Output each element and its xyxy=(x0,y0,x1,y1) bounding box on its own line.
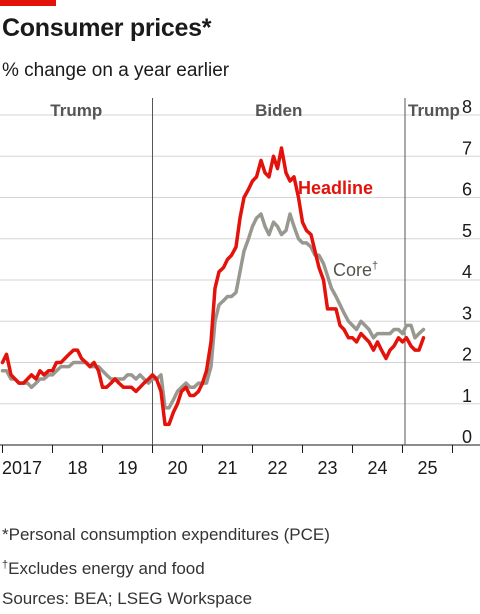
y-tick-label: 7 xyxy=(462,138,472,158)
series-line-headline xyxy=(0,146,426,427)
y-tick-labels: 0 1 2 3 4 5 6 7 8 xyxy=(462,97,472,447)
x-tick-label: 21 xyxy=(217,458,237,478)
y-tick-label: 3 xyxy=(462,303,472,323)
footnote-dagger: † xyxy=(2,559,9,571)
chart-subtitle: % change on a year earlier xyxy=(2,60,230,81)
y-tick-label: 0 xyxy=(462,427,472,447)
series-labels: Headline Core† xyxy=(298,178,378,280)
footnotes: *Personal consumption expenditures (PCE)… xyxy=(2,520,330,614)
era-dividers: Trump Biden Trump xyxy=(50,98,460,445)
x-tick-label: 2017 xyxy=(2,458,42,478)
era-label-trump: Trump xyxy=(408,101,460,120)
x-tick-label: 23 xyxy=(317,458,337,478)
y-tick-label: 2 xyxy=(462,345,472,365)
y-tick-label: 5 xyxy=(462,221,472,241)
series-line-core xyxy=(0,212,426,410)
series-lines xyxy=(0,146,426,427)
chart-title: Consumer prices* xyxy=(2,14,212,42)
y-tick-label: 8 xyxy=(462,97,472,117)
series-label-headline: Headline xyxy=(298,178,373,198)
x-tick-label: 19 xyxy=(117,458,137,478)
x-tick-label: 20 xyxy=(167,458,187,478)
footnote-core: †Excludes energy and food xyxy=(2,550,330,584)
core-dagger: † xyxy=(372,260,378,272)
footnote-pce: *Personal consumption expenditures (PCE) xyxy=(2,525,330,544)
y-tick-label: 1 xyxy=(462,386,472,406)
y-tick-label: 4 xyxy=(462,262,472,282)
brand-red-tag xyxy=(0,0,56,6)
y-tick-label: 6 xyxy=(462,180,472,200)
footnote-sources: Sources: BEA; LSEG Workspace xyxy=(2,589,253,608)
era-label-biden: Biden xyxy=(255,101,302,120)
series-label-core: Core† xyxy=(333,260,378,280)
x-axis: 2017 18 19 20 21 22 23 24 25 xyxy=(2,445,453,478)
x-tick-label: 24 xyxy=(367,458,387,478)
era-label-trump: Trump xyxy=(50,101,102,120)
x-tick-label: 22 xyxy=(267,458,287,478)
x-tick-label: 18 xyxy=(67,458,87,478)
x-tick-label: 25 xyxy=(417,458,437,478)
footnote-core-text: Excludes energy and food xyxy=(8,559,205,578)
